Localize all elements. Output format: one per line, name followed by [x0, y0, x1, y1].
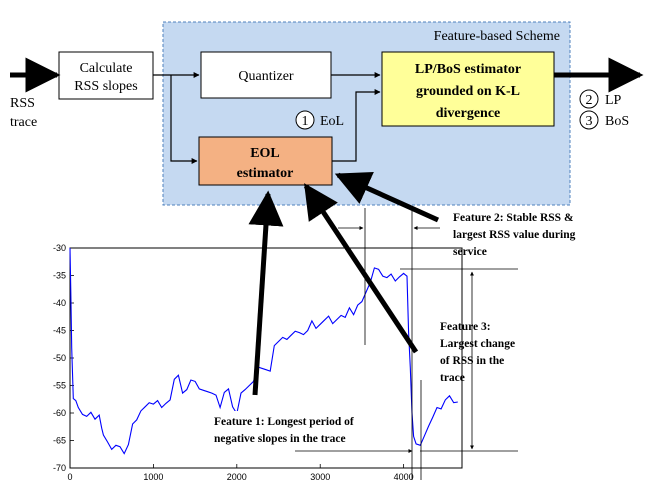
y-tick-label: -70 — [53, 463, 66, 473]
calc-to-eol-arrow — [170, 75, 198, 164]
feature3-line2: Largest change — [440, 338, 515, 350]
eol-label-line2: estimator — [237, 166, 294, 181]
calculate-rss-slopes-box — [58, 51, 154, 100]
eol-estimator-box — [198, 136, 333, 186]
lpbos-label-line3: divergence — [436, 106, 501, 121]
quantizer-label: Quantizer — [238, 69, 294, 84]
feature-scheme-title: Feature-based Scheme — [434, 29, 560, 44]
bos-marker-number: 3 — [586, 114, 593, 129]
y-tick-label: -40 — [53, 298, 66, 308]
lpbos-label-line1: LP/BoS estimator — [415, 62, 521, 77]
feature2-line2: largest RSS value during — [453, 229, 576, 241]
x-tick-label: 1000 — [143, 472, 163, 482]
eol-marker-circle — [295, 110, 315, 130]
calculate-label-line2: RSS slopes — [74, 79, 137, 94]
calculate-label-line1: Calculate — [80, 61, 133, 76]
eol-to-lpbos-arrow — [332, 89, 381, 162]
x-tick-label: 2000 — [227, 472, 247, 482]
feature1-line2: negative slopes in the trace — [214, 433, 346, 445]
y-axis-ticks: -30 -35 -40 -45 -50 -55 -60 -65 -70 — [53, 243, 74, 473]
quantizer-box — [200, 51, 332, 99]
x-tick-label: 3000 — [310, 472, 330, 482]
eol-label-line1: EOL — [250, 146, 280, 161]
feature3-line4: trace — [440, 372, 465, 384]
feature3-line1: Feature 3: — [440, 321, 491, 333]
y-tick-label: -50 — [53, 353, 66, 363]
lp-marker-text: LP — [605, 93, 622, 108]
y-tick-label: -55 — [53, 381, 66, 391]
y-tick-label: -30 — [53, 243, 66, 253]
eol-marker-number: 1 — [302, 114, 309, 129]
feature2-line1: Feature 2: Stable RSS & — [453, 212, 574, 224]
x-tick-label: 0 — [67, 472, 72, 482]
lpbos-estimator-box — [381, 51, 555, 127]
input-label-line1: RSS — [10, 96, 35, 111]
feature1-line1: Feature 1: Longest period of — [214, 416, 354, 428]
x-tick-label: 4000 — [394, 472, 414, 482]
feature3-line3: of RSS in the — [440, 355, 504, 367]
y-tick-label: -45 — [53, 326, 66, 336]
y-tick-label: -60 — [53, 408, 66, 418]
lp-marker-circle — [579, 89, 599, 109]
rss-trace-line — [69, 247, 458, 455]
feature2-line3: service — [453, 246, 487, 258]
input-label-line2: trace — [10, 115, 37, 130]
lpbos-label-line2: grounded on K-L — [416, 84, 520, 99]
bos-marker-circle — [579, 110, 599, 130]
y-tick-label: -65 — [53, 436, 66, 446]
eol-marker-text: EoL — [320, 114, 344, 129]
bos-marker-text: BoS — [605, 114, 629, 129]
feature1-arrow — [248, 190, 284, 396]
feature3-arrow — [303, 183, 419, 354]
x-axis-ticks: 0 1000 2000 3000 4000 — [67, 464, 414, 482]
lp-marker-number: 2 — [586, 93, 593, 108]
feature1-label-bg — [212, 411, 396, 447]
y-tick-label: -35 — [53, 271, 66, 281]
feature2-arrow — [334, 171, 440, 223]
rss-trace-chart: -30 -35 -40 -45 -50 -55 -60 -65 -70 0 1000 2000 300… — [53, 243, 463, 482]
